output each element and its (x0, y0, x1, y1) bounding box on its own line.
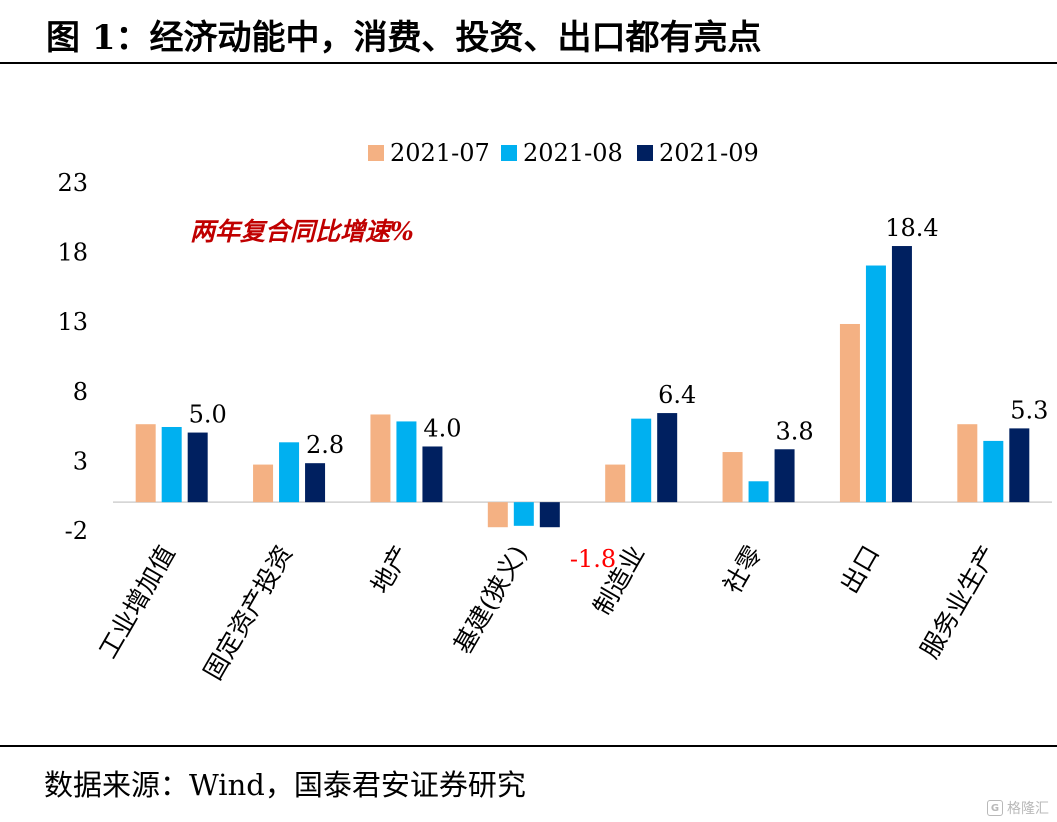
data-label: 2.8 (306, 431, 344, 459)
watermark-text: 格隆汇 (1007, 801, 1049, 817)
bar (957, 424, 978, 503)
category-label: 社零 (718, 541, 768, 599)
y-tick-label: 23 (57, 169, 88, 197)
legend-label: 2021-09 (659, 139, 759, 167)
category-label: 地产 (366, 541, 416, 599)
chart-annotation: 两年复合同比增速% (190, 217, 414, 246)
bar (748, 481, 769, 503)
data-label: 3.8 (775, 417, 813, 445)
legend-swatch (501, 145, 517, 161)
category-label: 服务业生产 (915, 541, 1003, 664)
brand-logo-icon: G (987, 800, 1003, 816)
bar (396, 421, 417, 503)
legend-swatch (368, 145, 384, 161)
y-tick-label: 18 (57, 239, 88, 267)
title-rule (0, 62, 1057, 64)
category-label: 出口 (835, 541, 885, 599)
category-label: 固定资产投资 (198, 541, 298, 685)
bar (422, 446, 443, 503)
category-label: 基建(狭义) (448, 541, 533, 659)
data-label: 18.4 (885, 214, 938, 242)
bar (187, 432, 208, 503)
bar (605, 464, 626, 503)
bottom-rule (0, 745, 1057, 747)
bar (891, 246, 912, 503)
y-tick-label: 13 (57, 308, 88, 336)
bar (865, 265, 886, 503)
y-tick-label: -2 (65, 517, 88, 545)
bar (657, 413, 678, 503)
bar (135, 424, 156, 503)
bar (983, 440, 1004, 503)
y-tick-label: 8 (73, 378, 88, 406)
y-tick-label: 3 (73, 447, 88, 475)
bar (539, 502, 560, 528)
figure-title: 图 1：经济动能中，消费、投资、出口都有亮点 (46, 18, 762, 58)
bar (305, 463, 326, 503)
data-label: 5.3 (1010, 396, 1048, 424)
bar (722, 452, 743, 503)
source-note: 数据来源：Wind，国泰君安证券研究 (44, 768, 526, 802)
legend-label: 2021-08 (523, 139, 623, 167)
bar (1009, 428, 1030, 503)
legend-label: 2021-07 (390, 139, 490, 167)
data-label: -1.8 (570, 545, 616, 573)
bar (513, 502, 534, 526)
bar (839, 323, 860, 503)
bar (487, 502, 508, 528)
data-label: 6.4 (658, 381, 696, 409)
bar-chart: 23 18 13 8 3 -2 2021-07 2021-08 2021-09 两年复合同比增速%… (57, 139, 1052, 685)
data-label: 4.0 (423, 414, 461, 442)
bar (253, 464, 274, 503)
category-label: 工业增加值 (93, 541, 181, 664)
bar (774, 449, 795, 503)
watermark: G 格隆汇 (987, 798, 1049, 818)
bar (279, 442, 300, 503)
bar (370, 414, 391, 503)
legend-swatch (637, 145, 653, 161)
data-label: 5.0 (189, 401, 227, 429)
bar (161, 426, 182, 503)
bar (631, 418, 652, 503)
